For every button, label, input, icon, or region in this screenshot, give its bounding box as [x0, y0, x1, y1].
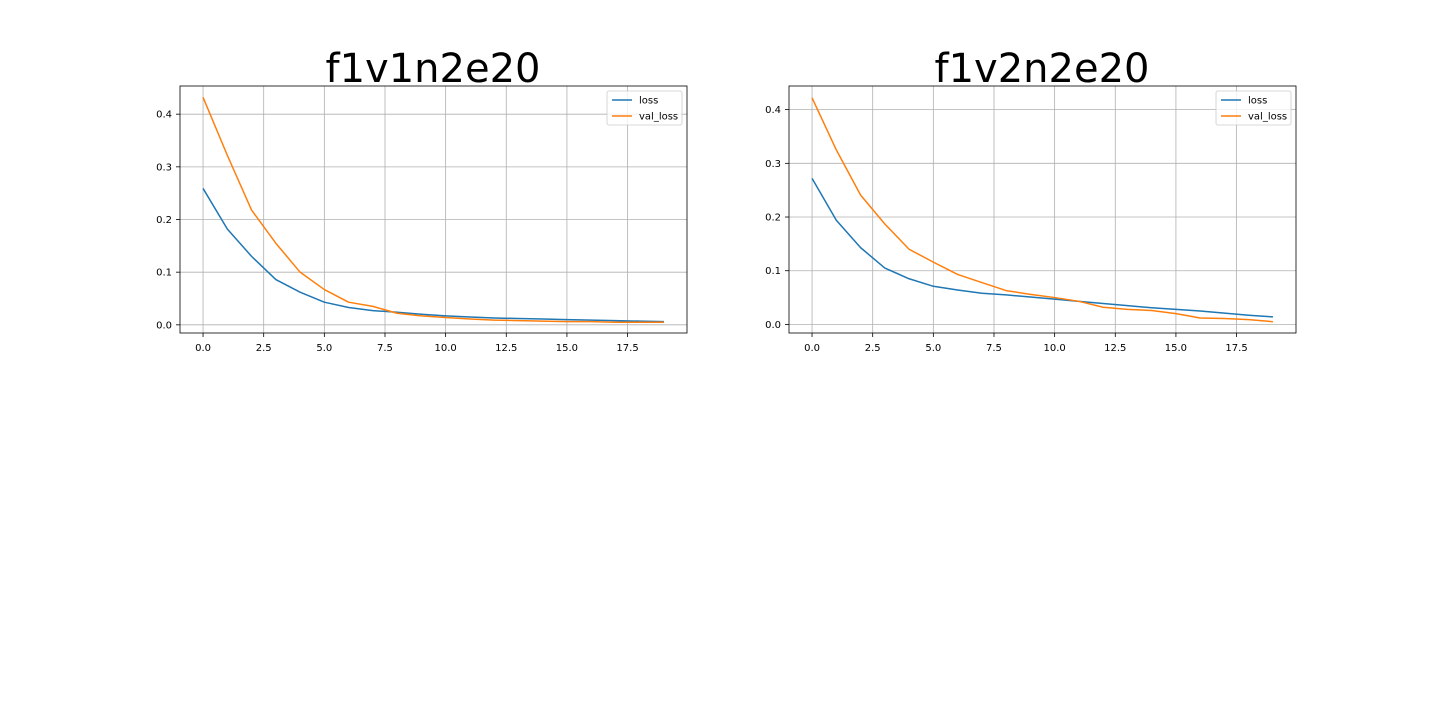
x-tick-label: 5.0 [316, 343, 332, 354]
legend-label-val-loss: val_loss [639, 112, 678, 123]
y-tick-label: 0.4 [765, 105, 781, 116]
series-line-loss [202, 188, 664, 323]
y-axis-ticks: 0.0 0.1 0.2 0.3 0.4 [156, 110, 180, 331]
y-axis-ticks: 0.0 0.1 0.2 0.3 0.4 [765, 105, 789, 331]
y-tick-label: 0.3 [765, 159, 781, 170]
legend-label-loss: loss [639, 96, 658, 107]
y-tick-label: 0.2 [156, 215, 172, 226]
series-line-loss [811, 177, 1273, 318]
y-tick-label: 0.3 [156, 162, 172, 173]
y-tick-label: 0.0 [156, 320, 172, 331]
x-tick-label: 5.0 [925, 343, 941, 354]
legend: loss val_loss [606, 90, 683, 126]
grid [180, 86, 687, 333]
chart-f1v2n2e20: f1v2n2e20 0.0 2.5 5.0 7.5 10.0 12.5 15.0 17.50.… [765, 46, 1297, 354]
x-tick-label: 15.0 [1165, 343, 1187, 354]
x-tick-label: 7.5 [986, 343, 1002, 354]
legend: loss val_loss [1215, 90, 1292, 126]
x-tick-label: 17.5 [616, 343, 638, 354]
x-tick-label: 12.5 [1104, 343, 1126, 354]
series-line-val-loss [811, 97, 1274, 323]
x-tick-label: 2.5 [865, 343, 881, 354]
y-tick-label: 0.0 [765, 320, 781, 331]
x-tick-label: 10.0 [434, 343, 456, 354]
x-axis-ticks: 0.0 2.5 5.0 7.5 10.0 12.5 15.0 17.5 [195, 333, 639, 354]
x-tick-label: 2.5 [256, 343, 272, 354]
x-axis-ticks: 0.0 2.5 5.0 7.5 10.0 12.5 15.0 17.5 [804, 333, 1248, 354]
y-tick-label: 0.1 [156, 268, 172, 279]
x-tick-label: 7.5 [377, 343, 393, 354]
chart-f1v1n2e20: f1v1n2e20 0.0 2.5 5.0 7.5 10.0 12.5 15.0 17.50.… [156, 46, 688, 354]
y-tick-label: 0.4 [156, 110, 172, 121]
x-tick-label: 0.0 [195, 343, 211, 354]
series-line-val-loss [202, 97, 664, 323]
x-tick-label: 0.0 [804, 343, 820, 354]
x-tick-label: 17.5 [1225, 343, 1247, 354]
x-tick-label: 10.0 [1043, 343, 1065, 354]
axes-frame [179, 85, 688, 334]
y-tick-label: 0.1 [765, 266, 781, 277]
chart-title: f1v1n2e20 [326, 46, 541, 92]
x-tick-label: 12.5 [495, 343, 517, 354]
y-tick-label: 0.2 [765, 213, 781, 224]
legend-label-val-loss: val_loss [1248, 112, 1287, 123]
chart-title: f1v2n2e20 [935, 46, 1150, 92]
x-tick-label: 15.0 [556, 343, 578, 354]
legend-label-loss: loss [1248, 96, 1267, 107]
grid [789, 86, 1296, 333]
axes-frame [788, 85, 1297, 334]
